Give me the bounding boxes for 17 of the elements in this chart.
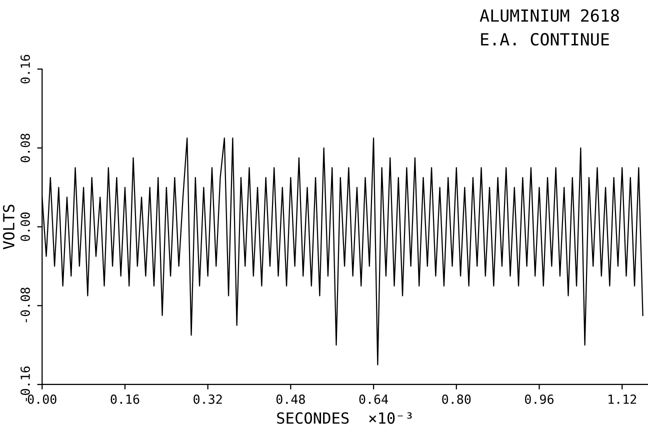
y-tick-label: 0.08: [20, 134, 30, 162]
y-axis-title: VOLTS: [2, 204, 14, 250]
y-tick-label: -0.08: [20, 288, 30, 322]
x-tick-label: 0.64: [359, 394, 388, 404]
y-tick-label: 0.00: [20, 212, 30, 242]
y-tick-label: -0.16: [20, 366, 30, 402]
chart-subtitle: E.A. CONTINUE: [481, 32, 609, 46]
x-tick-label: 0.00: [28, 394, 56, 404]
x-tick-label: 1.12: [608, 394, 636, 404]
x-tick-label: 0.32: [194, 394, 222, 404]
x-tick-label: 0.80: [442, 394, 471, 404]
x-tick-label: 0.96: [525, 394, 554, 404]
x-axis-title: SECONDES ×10⁻³: [277, 412, 412, 424]
x-tick-label: 0.16: [110, 394, 140, 404]
chart-title: ALUMINIUM 2618: [480, 9, 619, 22]
x-tick-label: 0.48: [276, 394, 305, 404]
y-tick-label: 0.16: [20, 54, 30, 84]
